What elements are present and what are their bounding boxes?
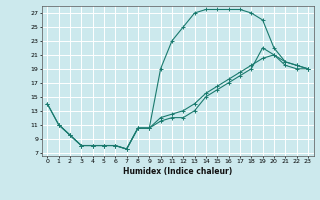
X-axis label: Humidex (Indice chaleur): Humidex (Indice chaleur) bbox=[123, 167, 232, 176]
